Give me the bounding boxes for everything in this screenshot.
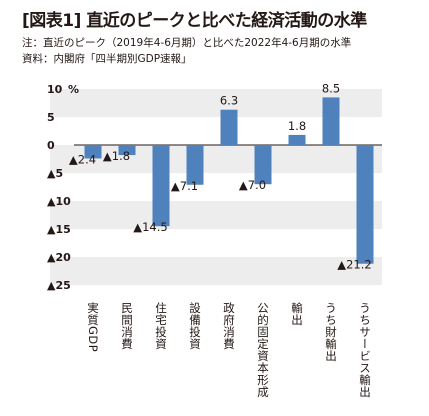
data-label: 8.5 — [322, 81, 340, 95]
data-label: ▲7.1 — [171, 179, 198, 193]
x-category-label: 住宅投資 — [154, 301, 168, 350]
bar — [288, 134, 306, 145]
x-category-label: 公的固定資本形成 — [256, 302, 270, 398]
x-category-label: うちサービス輸出 — [358, 302, 372, 398]
data-label: 1.8 — [288, 119, 306, 133]
x-category-label: 政府消費 — [222, 301, 236, 350]
data-label: ▲7.0 — [239, 178, 266, 192]
data-label: ▲1.8 — [103, 149, 130, 163]
y-tick-label: 5 — [47, 111, 55, 124]
chart-note: 注：直近のピーク（2019年4-6月期）と比べた2022年4-6月期の水準 — [22, 37, 352, 49]
bar — [254, 145, 272, 185]
grid-band — [50, 257, 382, 285]
bar — [186, 145, 204, 185]
y-tick-label: ▲25 — [47, 279, 71, 292]
x-category-label: 設備投資 — [188, 301, 202, 350]
x-category-label: 輸出 — [290, 301, 304, 326]
x-category-label: 実質GDP — [86, 301, 100, 352]
grid-band — [50, 145, 382, 173]
y-tick-label: 0 — [47, 139, 55, 152]
y-tick-label: ▲5 — [47, 167, 63, 180]
bar — [356, 145, 374, 264]
data-label: 6.3 — [220, 94, 238, 108]
grid-band — [50, 201, 382, 229]
data-label: ▲14.5 — [133, 220, 167, 234]
x-category-label: 民間消費 — [120, 302, 134, 350]
chart-source: 資料：内閣府「四半期別GDP速報」 — [22, 53, 192, 65]
data-label: ▲2.4 — [69, 152, 96, 166]
chart-title: [図表1] 直近のピークと比べた経済活動の水準 — [22, 11, 367, 31]
bar — [84, 145, 102, 159]
y-unit-label: % — [68, 83, 79, 96]
y-tick-label: 10 — [47, 83, 63, 96]
x-category-label: うち財輸出 — [324, 302, 338, 362]
bar — [220, 109, 238, 145]
data-label: ▲21.2 — [337, 258, 371, 272]
bar — [118, 145, 136, 156]
bar — [152, 145, 170, 227]
y-tick-label: ▲10 — [47, 195, 71, 208]
y-tick-label: ▲15 — [47, 223, 71, 236]
bar — [322, 97, 340, 145]
y-tick-label: ▲20 — [47, 251, 71, 264]
